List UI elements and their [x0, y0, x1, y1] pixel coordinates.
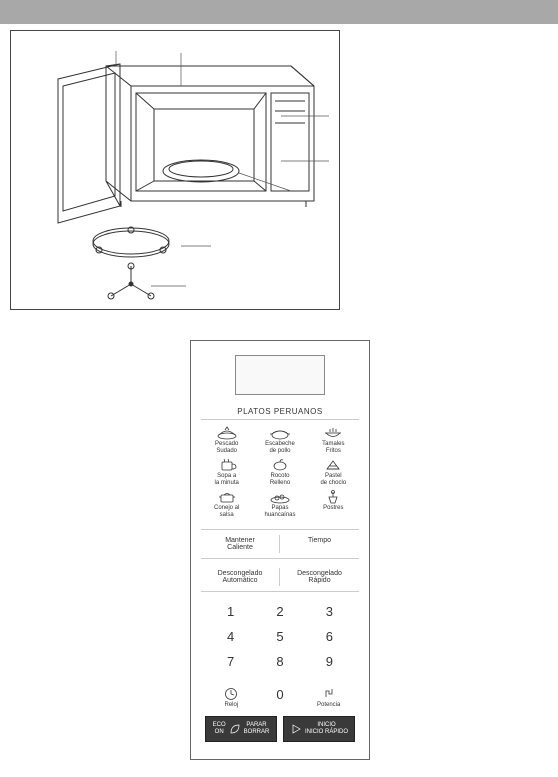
potencia-button[interactable]: Potencia — [312, 687, 345, 708]
food-label: PescadoSudado — [215, 441, 238, 454]
food-conejo[interactable]: Conejo alsalsa — [201, 490, 252, 518]
key-3[interactable]: 3 — [314, 604, 345, 619]
t: PARAR — [246, 722, 266, 728]
food-postres[interactable]: Postres — [308, 490, 359, 518]
food-rocoto[interactable]: RocotoRelleno — [254, 458, 305, 486]
key-0[interactable]: 0 — [264, 687, 297, 708]
descongelado-auto-button[interactable]: DescongeladoAutomático — [201, 568, 280, 586]
dish-icon — [216, 426, 238, 440]
secondary-row-1: MantenerCaliente Tiempo — [201, 529, 359, 559]
food-papas[interactable]: Papashuancaínas — [254, 490, 305, 518]
casserole-icon — [216, 490, 238, 504]
label: DescongeladoRápido — [297, 570, 342, 584]
microwave-diagram — [10, 30, 340, 310]
food-label: TamalesFritos — [322, 441, 344, 454]
label: Tiempo — [308, 537, 331, 544]
control-panel: PLATOS PERUANOS PescadoSudado Escabeched… — [190, 340, 370, 760]
label: Potencia — [317, 702, 340, 708]
key-1[interactable]: 1 — [215, 604, 246, 619]
t: INICIO — [317, 722, 335, 728]
food-icon-grid: PescadoSudado Escabechede pollo TamalesF… — [201, 426, 359, 519]
food-tamales[interactable]: TamalesFritos — [308, 426, 359, 454]
label: Reloj — [224, 702, 238, 708]
slice-icon — [322, 458, 344, 472]
food-label: Postres — [323, 505, 343, 511]
display-screen — [235, 355, 325, 395]
food-pescado-sudado[interactable]: PescadoSudado — [201, 426, 252, 454]
food-label: Escabechede pollo — [265, 441, 295, 454]
cup-icon — [216, 458, 238, 472]
bottom-utility-row: Reloj 0 Potencia — [201, 687, 359, 716]
section-title: PLATOS PERUANOS — [201, 407, 359, 420]
food-escabeche-pollo[interactable]: Escabechede pollo — [254, 426, 305, 454]
mantener-caliente-button[interactable]: MantenerCaliente — [201, 535, 280, 553]
key-5[interactable]: 5 — [264, 629, 295, 644]
descongelado-rapido-button[interactable]: DescongeladoRápido — [280, 568, 359, 586]
start-label: INICIO INICIO RÁPIDO — [305, 722, 348, 736]
tiempo-button[interactable]: Tiempo — [280, 535, 359, 553]
numeric-keypad: 1 2 3 4 5 6 7 8 9 — [201, 596, 359, 677]
t: ECO — [213, 722, 226, 728]
leaf-icon — [229, 723, 241, 735]
food-pastel[interactable]: Pastelde choclo — [308, 458, 359, 486]
key-6[interactable]: 6 — [314, 629, 345, 644]
header-bar — [0, 0, 558, 24]
plate-icon — [269, 490, 291, 504]
reloj-button[interactable]: Reloj — [215, 687, 248, 708]
pepper-icon — [269, 458, 291, 472]
t: ON — [215, 729, 224, 735]
food-label: Pastelde choclo — [320, 473, 346, 486]
key-2[interactable]: 2 — [264, 604, 295, 619]
clock-icon — [224, 687, 238, 701]
stop-label: PARAR BORRAR — [244, 722, 270, 736]
bowl-icon — [322, 426, 344, 440]
key-7[interactable]: 7 — [215, 654, 246, 669]
eco-stop-button[interactable]: ECO ON PARAR BORRAR — [205, 716, 277, 742]
key-9[interactable]: 9 — [314, 654, 345, 669]
dessert-icon — [322, 490, 344, 504]
food-label: Conejo alsalsa — [214, 505, 239, 518]
play-icon — [290, 723, 302, 735]
action-buttons-row: ECO ON PARAR BORRAR INICIO INICIO RÁPIDO — [201, 716, 359, 742]
label: MantenerCaliente — [225, 537, 255, 551]
food-sopa[interactable]: Sopa ala minuta — [201, 458, 252, 486]
food-label: RocotoRelleno — [270, 473, 290, 486]
pot-icon — [269, 426, 291, 440]
key-4[interactable]: 4 — [215, 629, 246, 644]
t: INICIO RÁPIDO — [305, 729, 348, 735]
label: DescongeladoAutomático — [218, 570, 263, 584]
start-button[interactable]: INICIO INICIO RÁPIDO — [283, 716, 355, 742]
power-icon — [322, 687, 336, 701]
t: BORRAR — [244, 729, 270, 735]
secondary-row-2: DescongeladoAutomático DescongeladoRápid… — [201, 563, 359, 592]
food-label: Papashuancaínas — [264, 505, 295, 518]
key-8[interactable]: 8 — [264, 654, 295, 669]
food-label: Sopa ala minuta — [214, 473, 238, 486]
microwave-svg — [11, 31, 341, 311]
eco-label: ECO ON — [213, 722, 226, 736]
